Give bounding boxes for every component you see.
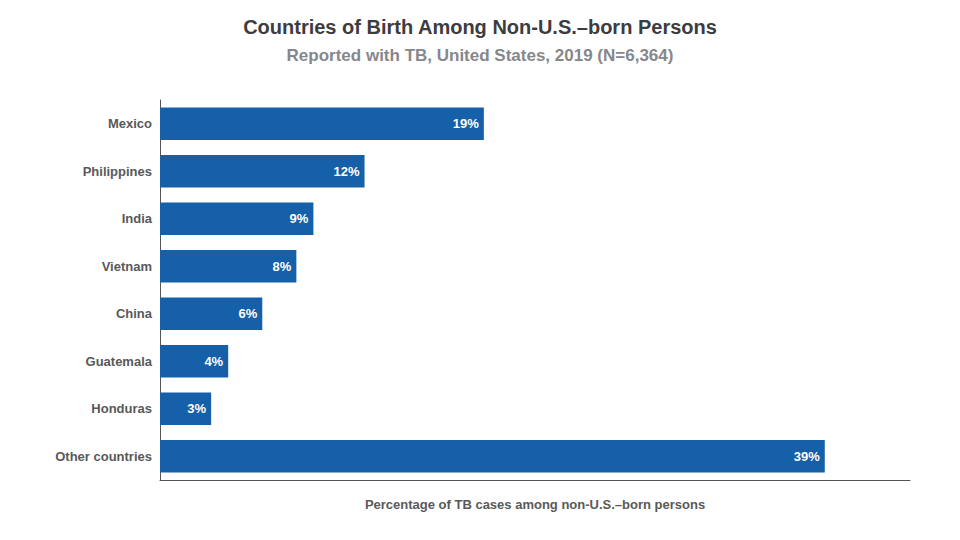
svg-text:India: India: [122, 211, 153, 226]
svg-text:Other countries: Other countries: [55, 449, 152, 464]
svg-text:39%: 39%: [794, 449, 820, 464]
svg-text:3%: 3%: [187, 401, 206, 416]
svg-text:China: China: [116, 306, 153, 321]
svg-text:19%: 19%: [453, 116, 479, 131]
svg-text:Philippines: Philippines: [83, 164, 152, 179]
svg-text:Countries of Birth Among Non-U: Countries of Birth Among Non-U.S.–born P…: [243, 16, 717, 38]
svg-text:Honduras: Honduras: [91, 401, 152, 416]
svg-text:Reported with TB, United State: Reported with TB, United States, 2019 (N…: [287, 46, 674, 65]
svg-text:Guatemala: Guatemala: [86, 354, 153, 369]
svg-text:Percentage of TB cases among n: Percentage of TB cases among non-U.S.–bo…: [365, 497, 705, 512]
svg-text:9%: 9%: [290, 211, 309, 226]
svg-text:8%: 8%: [273, 259, 292, 274]
svg-text:12%: 12%: [334, 164, 360, 179]
svg-text:Vietnam: Vietnam: [102, 259, 152, 274]
svg-text:4%: 4%: [204, 354, 223, 369]
svg-text:Mexico: Mexico: [108, 116, 152, 131]
svg-text:6%: 6%: [238, 306, 257, 321]
